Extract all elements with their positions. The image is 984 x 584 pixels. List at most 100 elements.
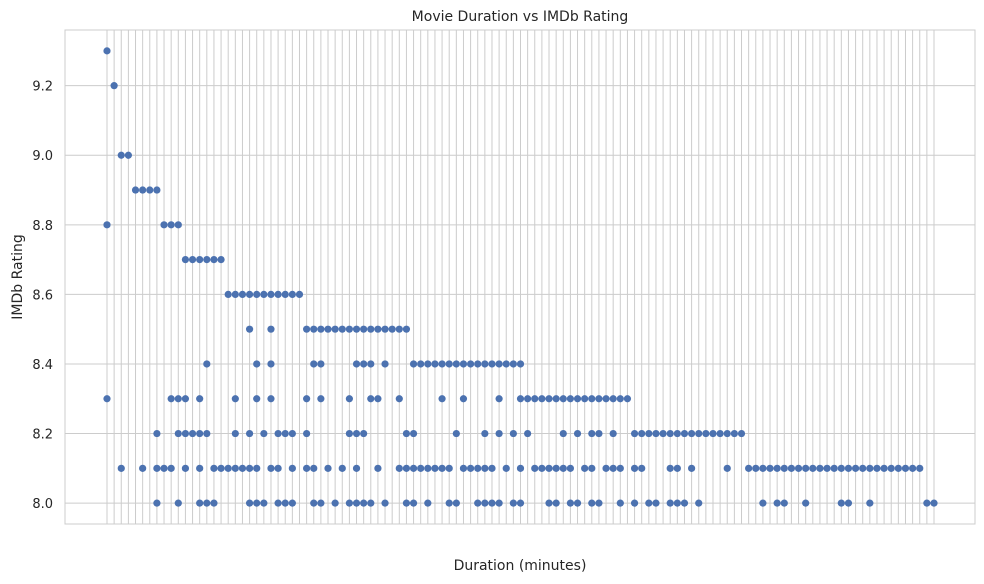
data-point	[545, 395, 553, 403]
data-point	[253, 464, 261, 472]
data-point	[424, 464, 432, 472]
data-point	[103, 47, 111, 55]
data-point	[417, 360, 425, 368]
data-point	[844, 464, 853, 472]
data-point	[267, 395, 275, 403]
data-point	[345, 325, 353, 333]
data-point	[245, 499, 254, 507]
data-point	[245, 464, 254, 472]
data-point	[224, 290, 232, 298]
gridlines	[65, 30, 975, 524]
data-point	[310, 325, 318, 333]
y-tick-label: 8.8	[32, 219, 53, 234]
data-point	[680, 429, 689, 438]
data-point	[730, 429, 738, 438]
data-point	[217, 256, 225, 264]
data-point	[395, 464, 403, 472]
data-point	[609, 429, 617, 438]
plot-frame	[64, 29, 976, 525]
data-point	[495, 499, 503, 507]
data-point	[117, 151, 125, 159]
data-point	[188, 256, 197, 264]
data-point	[324, 464, 332, 472]
data-point	[352, 464, 361, 472]
data-point	[573, 499, 582, 507]
data-point	[880, 464, 888, 472]
data-point	[673, 499, 681, 507]
data-point	[174, 429, 182, 438]
data-point	[723, 464, 731, 472]
data-point	[253, 360, 261, 368]
data-point	[196, 464, 204, 472]
data-point	[837, 464, 845, 472]
data-point	[509, 360, 517, 368]
data-point	[516, 499, 525, 507]
data-point	[488, 499, 496, 507]
data-point	[203, 499, 211, 507]
data-point	[481, 464, 489, 472]
data-point	[823, 464, 831, 472]
data-point	[395, 325, 403, 333]
data-point	[688, 464, 696, 472]
data-point	[288, 429, 296, 438]
data-point	[352, 499, 361, 507]
data-point	[331, 499, 339, 507]
data-point	[566, 464, 575, 472]
data-point	[859, 464, 867, 472]
data-point	[445, 360, 453, 368]
data-point	[595, 429, 603, 438]
data-point	[181, 395, 190, 403]
data-point	[495, 360, 503, 368]
data-point	[909, 464, 917, 472]
data-point	[802, 499, 810, 507]
data-point	[260, 290, 268, 298]
data-point	[524, 395, 532, 403]
data-point	[160, 464, 168, 472]
data-point	[188, 429, 197, 438]
data-point	[673, 464, 681, 472]
data-point	[153, 464, 161, 472]
data-point	[374, 395, 382, 403]
data-point	[253, 395, 261, 403]
data-point	[153, 429, 161, 438]
data-point	[516, 395, 525, 403]
data-point	[174, 221, 182, 229]
data-point	[402, 464, 411, 472]
data-point	[916, 464, 924, 472]
data-point	[124, 151, 132, 159]
data-point	[110, 82, 118, 90]
data-point	[196, 256, 204, 264]
data-point	[659, 429, 667, 438]
data-point	[260, 429, 268, 438]
data-point	[452, 360, 460, 368]
data-point	[381, 360, 389, 368]
data-point	[623, 395, 632, 403]
data-point	[360, 325, 368, 333]
data-point	[695, 429, 703, 438]
data-point	[438, 464, 446, 472]
data-point	[231, 395, 239, 403]
data-point	[481, 360, 489, 368]
data-point	[666, 464, 674, 472]
data-point	[901, 464, 910, 472]
data-point	[367, 325, 375, 333]
data-point	[267, 464, 275, 472]
data-point	[552, 499, 560, 507]
data-point	[802, 464, 810, 472]
data-point	[566, 499, 575, 507]
data-point	[538, 464, 546, 472]
data-point	[310, 464, 318, 472]
data-point	[281, 290, 289, 298]
data-point	[245, 290, 254, 298]
data-point	[381, 325, 389, 333]
data-point	[609, 395, 617, 403]
data-point	[409, 360, 418, 368]
data-point	[203, 256, 211, 264]
data-point	[930, 499, 938, 507]
data-point	[181, 256, 190, 264]
data-point	[352, 429, 361, 438]
data-point	[231, 290, 239, 298]
data-point	[253, 290, 261, 298]
data-point	[303, 395, 311, 403]
data-point	[588, 429, 596, 438]
